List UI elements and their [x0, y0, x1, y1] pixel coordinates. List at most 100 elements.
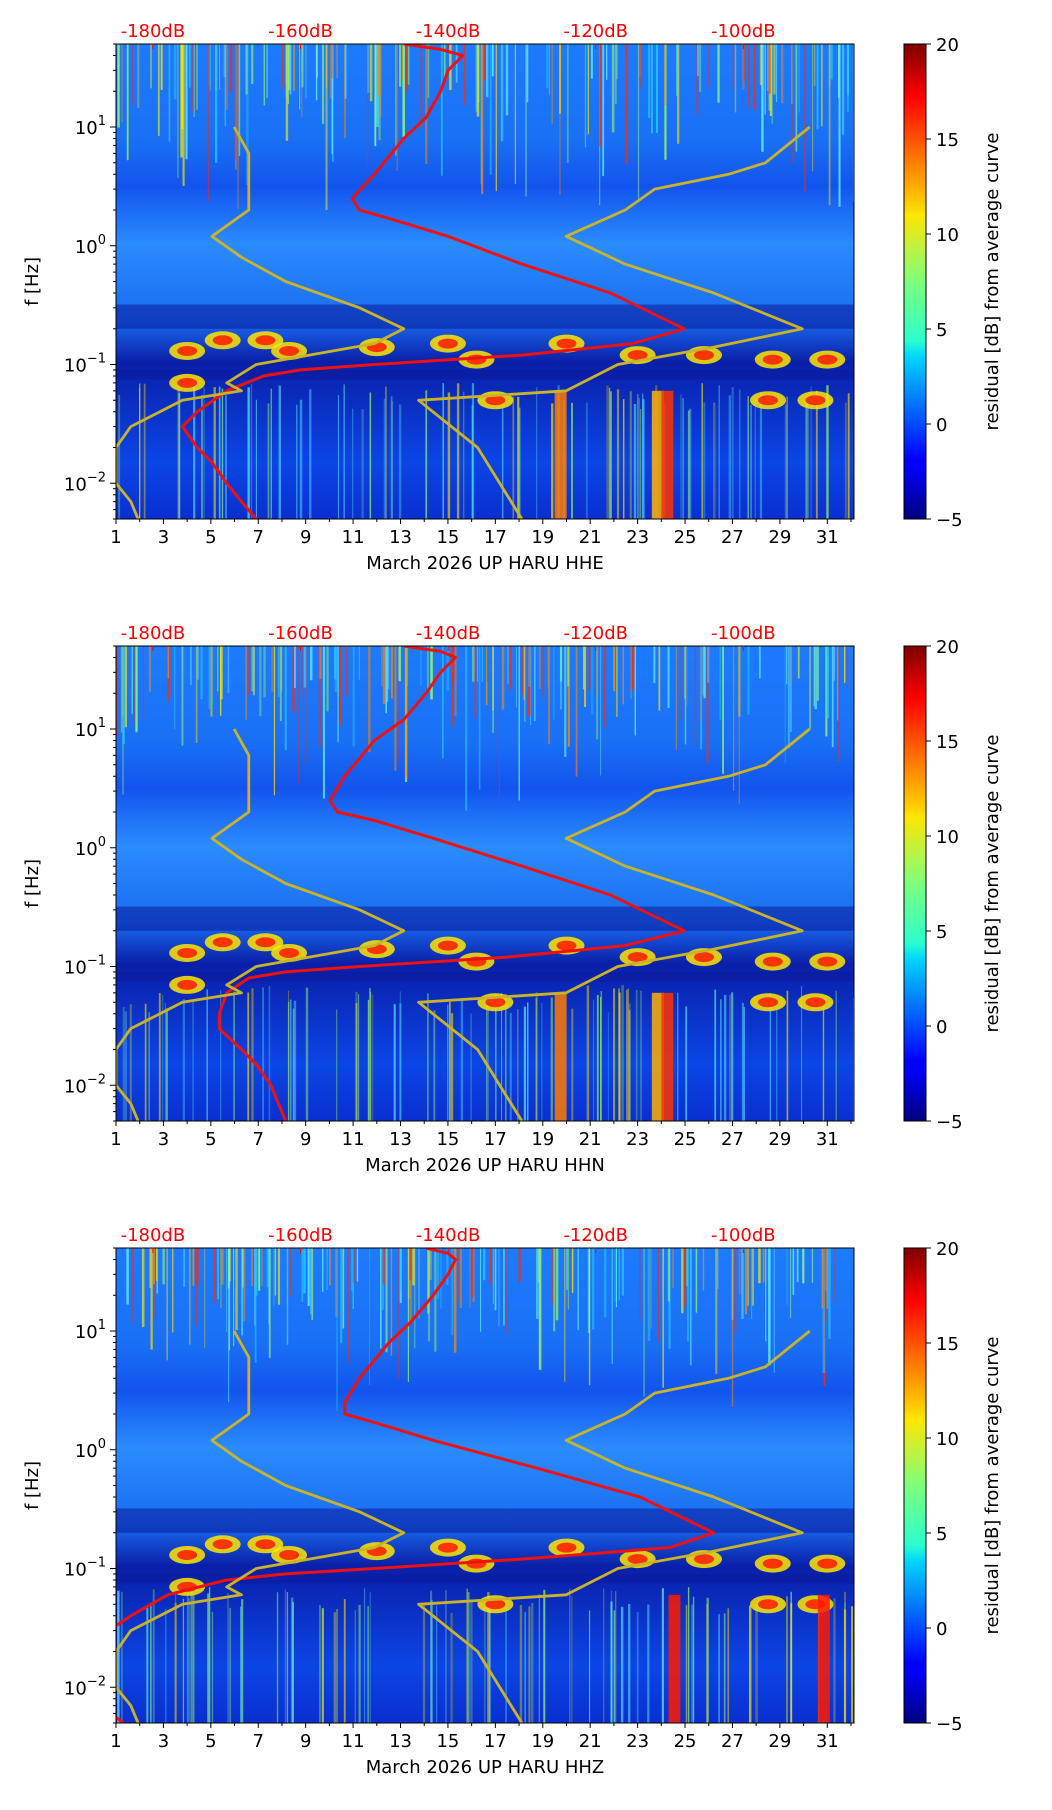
spectrogram-streak [814, 44, 816, 87]
spectrogram-streak [220, 646, 223, 700]
spectrogram-streak [815, 390, 818, 519]
spectrogram-streak [287, 44, 291, 90]
spectrogram-streak [129, 1004, 132, 1121]
spectrogram-streak [553, 646, 555, 721]
spectrogram-streak [409, 1248, 412, 1281]
spectrogram-streak [747, 1248, 749, 1306]
x-tick-label: 1 [110, 527, 121, 548]
spectrogram-streak [525, 44, 527, 197]
spectrogram-streak [567, 646, 570, 687]
spectrogram-streak [608, 387, 611, 519]
spectrogram-streak [564, 1248, 566, 1382]
spectrogram-streak [759, 393, 763, 519]
spectrogram-streak [302, 646, 304, 697]
spectrogram-streak [585, 402, 588, 519]
spectrogram-streak [427, 44, 430, 98]
spectrogram-streak [268, 985, 271, 1121]
nhnm-curve [417, 727, 811, 1121]
spectrogram-streak [450, 1013, 454, 1121]
spectrogram-streak [732, 44, 735, 90]
spectrogram-streak [599, 44, 602, 147]
nhnm-curve [417, 125, 811, 519]
spectrogram-streak [335, 1608, 339, 1723]
spectrogram-streak [368, 1248, 371, 1385]
spectrogram-streak [470, 1248, 474, 1298]
spectrogram-blob [279, 1549, 300, 1560]
spectrogram-streak [146, 1607, 149, 1723]
spectrogram-streak [368, 646, 371, 753]
spectrogram-streak [399, 1003, 402, 1121]
spectrogram-streak [443, 44, 446, 78]
spectrogram-streak [120, 1591, 123, 1723]
spectrogram-blob [255, 335, 276, 346]
spectrogram-streak [162, 1248, 165, 1285]
spectrogram-streak [218, 386, 221, 519]
spectrogram-streak [694, 646, 697, 746]
spectrogram-streak [810, 386, 812, 519]
spectrogram-streak [475, 44, 478, 112]
x-tick-label: 27 [721, 1731, 744, 1752]
spectrogram-streak [786, 1596, 788, 1723]
spectrogram-streak [470, 1013, 472, 1121]
nhnm-curve [417, 1329, 811, 1723]
spectrogram-streak [518, 1248, 521, 1283]
spectrogram-streak [691, 1604, 694, 1723]
spectrogram-streak [316, 44, 318, 78]
spectrogram-streak [442, 383, 445, 519]
spectrogram-streak [535, 1248, 539, 1320]
spectrogram-streak [661, 1588, 664, 1723]
spectrogram-blob [556, 338, 577, 349]
colorbar-tick-label: 15 [936, 1334, 959, 1355]
spectrogram-streak [833, 1598, 836, 1723]
spectrogram-streak [509, 1012, 512, 1121]
spectrogram-streak [564, 646, 567, 757]
spectrogram-streak [116, 646, 119, 736]
spectrogram-streak [611, 44, 615, 133]
spectrogram-streak [369, 991, 372, 1121]
spectrogram-blob [556, 1542, 577, 1553]
spectrogram-streak [676, 992, 679, 1121]
spectrogram-streak [776, 1002, 778, 1121]
spectrogram-blob [817, 1558, 838, 1569]
spectrogram-streak [828, 1248, 831, 1339]
spectrogram-streak [833, 646, 836, 681]
spectrogram-streak [603, 646, 607, 728]
spectrogram-streak [637, 44, 640, 202]
spectrogram-streak [189, 44, 191, 88]
db-axis-label: -160dB [268, 21, 333, 42]
spectrogram-streak [251, 1248, 253, 1287]
spectrogram-streak [449, 1002, 451, 1121]
spectrogram-streak [398, 404, 402, 519]
spectrogram-streak [677, 44, 680, 144]
spectrogram-streak [680, 394, 682, 519]
spectrogram-streak [181, 44, 184, 129]
spectrogram-streak [800, 986, 803, 1121]
spectrogram-streak [632, 646, 635, 690]
spectrogram-streak [751, 1248, 753, 1319]
spectrogram-streak [613, 646, 616, 692]
spectrogram-blob [437, 1542, 458, 1553]
spectrogram-streak [791, 44, 794, 164]
colorbar-tick-label: 5 [936, 320, 947, 341]
x-tick-label: 17 [484, 527, 507, 548]
y-tick-label: 101 [75, 716, 106, 741]
spectrogram-streak [152, 1248, 155, 1285]
colorbar-label: residual [dB] from average curve [982, 1336, 1003, 1634]
spectrogram-streak [507, 646, 509, 684]
spectrogram-streak [422, 1603, 426, 1723]
spectrogram-panel-hhe: 1 3 5 7 9 11 13 15 17 19 21 23 25 27 29 31 March 2026 UP… [0, 0, 1052, 602]
spectrogram-blob [694, 1554, 714, 1565]
spectrogram-streak [713, 402, 716, 519]
spectrogram-streak [657, 1248, 659, 1341]
spectrogram-streak [155, 1248, 158, 1281]
spectrogram-streak [266, 1248, 269, 1288]
spectrogram-streak [484, 44, 486, 81]
spectrogram-streak [397, 1248, 400, 1379]
spectrogram-streak [164, 1608, 167, 1723]
x-tick-label: 27 [721, 527, 744, 548]
spectrogram-streak [714, 989, 717, 1121]
db-axis-label: -140dB [416, 1225, 481, 1246]
spectrogram-streak [117, 1590, 120, 1723]
spectrogram-streak [427, 1248, 431, 1342]
spectrogram-streak [642, 393, 644, 519]
